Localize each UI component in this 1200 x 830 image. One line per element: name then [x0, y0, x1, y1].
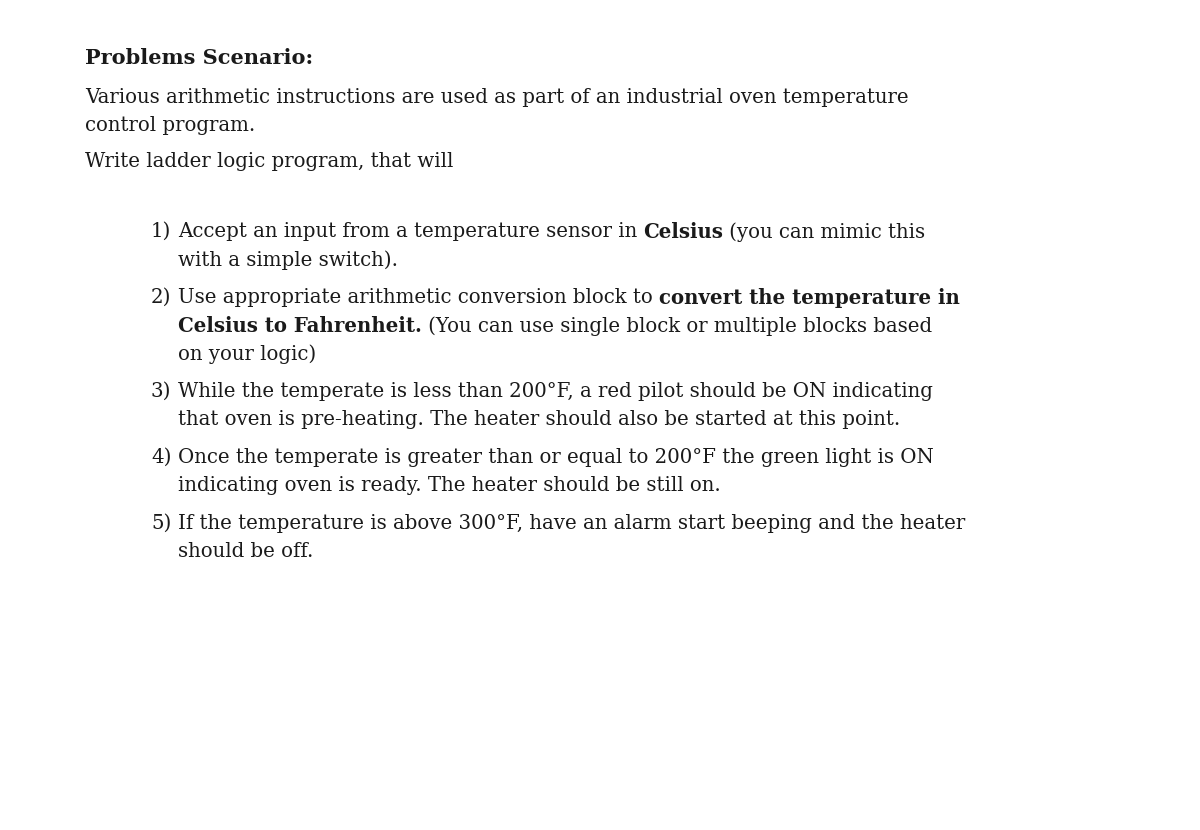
Text: 1): 1)	[151, 222, 172, 241]
Text: on your logic): on your logic)	[178, 344, 317, 364]
Text: (You can use single block or multiple blocks based: (You can use single block or multiple bl…	[422, 316, 932, 335]
Text: While the temperate is less than 200°F, a red pilot should be ON indicating: While the temperate is less than 200°F, …	[178, 382, 932, 401]
Text: Problems Scenario:: Problems Scenario:	[85, 48, 313, 68]
Text: Various arithmetic instructions are used as part of an industrial oven temperatu: Various arithmetic instructions are used…	[85, 88, 908, 107]
Text: with a simple switch).: with a simple switch).	[178, 250, 398, 270]
Text: Write ladder logic program, that will: Write ladder logic program, that will	[85, 152, 454, 171]
Text: 4): 4)	[151, 448, 172, 467]
Text: (you can mimic this: (you can mimic this	[724, 222, 925, 242]
Text: 2): 2)	[151, 288, 172, 307]
Text: Once the temperate is greater than or equal to 200°F the green light is ON: Once the temperate is greater than or eq…	[178, 448, 934, 467]
Text: Celsius: Celsius	[643, 222, 724, 242]
Text: Celsius to Fahrenheit.: Celsius to Fahrenheit.	[178, 316, 422, 336]
Text: 3): 3)	[151, 382, 172, 401]
Text: indicating oven is ready. The heater should be still on.: indicating oven is ready. The heater sho…	[178, 476, 721, 495]
Text: control program.: control program.	[85, 116, 256, 135]
Text: that oven is pre-heating. The heater should also be started at this point.: that oven is pre-heating. The heater sho…	[178, 410, 900, 429]
Text: Accept an input from a temperature sensor in: Accept an input from a temperature senso…	[178, 222, 643, 241]
Text: If the temperature is above 300°F, have an alarm start beeping and the heater: If the temperature is above 300°F, have …	[178, 514, 965, 533]
Text: Use appropriate arithmetic conversion block to: Use appropriate arithmetic conversion bl…	[178, 288, 659, 307]
Text: should be off.: should be off.	[178, 542, 313, 561]
Text: convert the temperature in: convert the temperature in	[659, 288, 960, 308]
Text: 5): 5)	[151, 514, 172, 533]
